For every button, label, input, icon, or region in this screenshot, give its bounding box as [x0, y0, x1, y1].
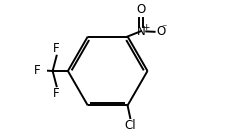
Text: +: + [142, 23, 149, 32]
Text: F: F [53, 87, 60, 100]
Text: F: F [53, 42, 60, 55]
Text: O: O [155, 25, 165, 38]
Text: O: O [136, 3, 145, 16]
Text: F: F [33, 64, 40, 77]
Text: N: N [136, 25, 145, 38]
Text: Cl: Cl [124, 119, 135, 132]
Text: ⁻: ⁻ [160, 24, 166, 34]
